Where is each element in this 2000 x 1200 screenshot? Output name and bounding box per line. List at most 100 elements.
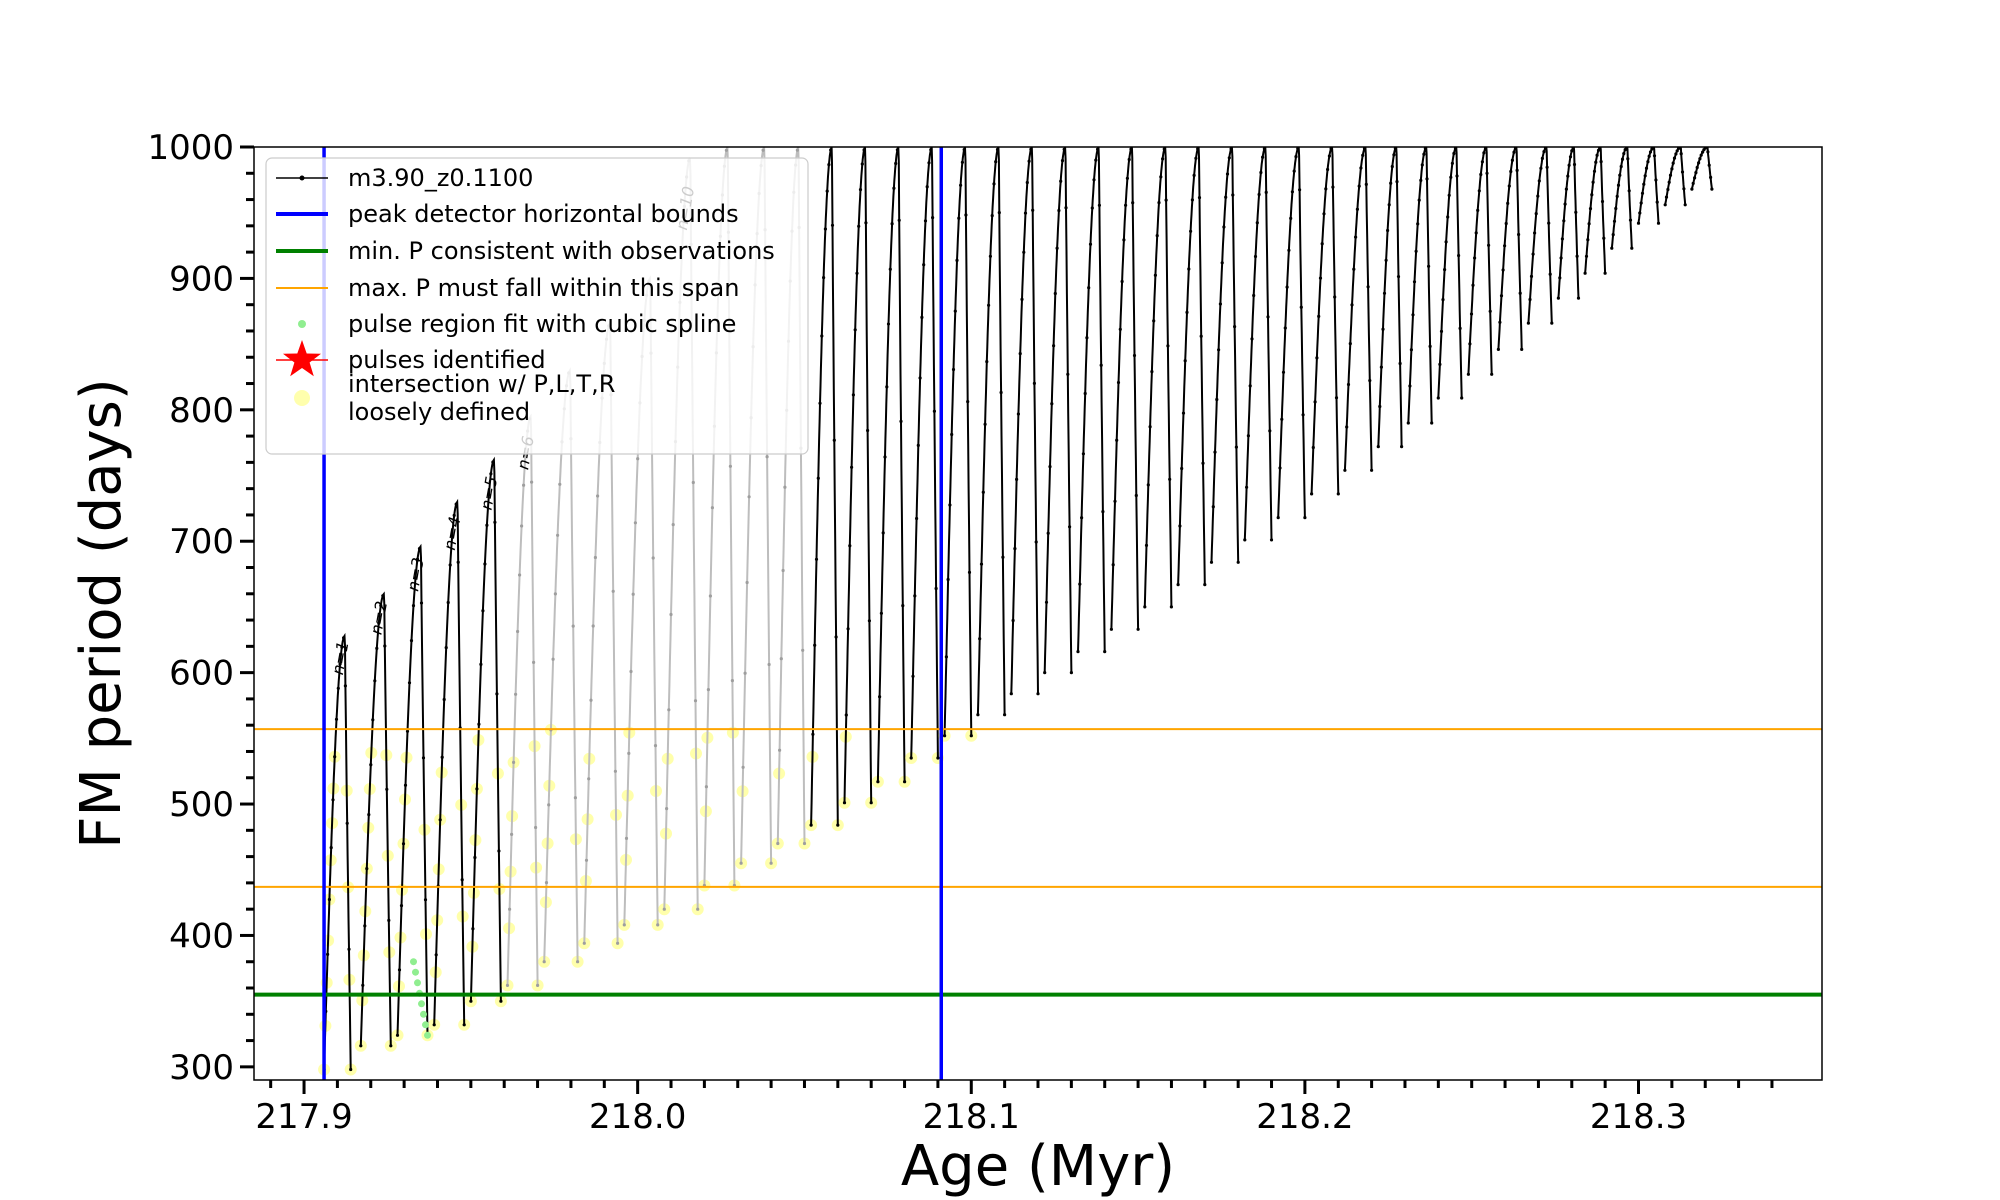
x-tick-label: 218.0 <box>589 1097 686 1137</box>
curve-dot <box>730 679 735 683</box>
curve-dot <box>1109 627 1113 631</box>
curve-dot <box>489 472 493 476</box>
curve-dot <box>1387 203 1391 207</box>
curve-dot <box>704 785 709 789</box>
curve-dot <box>728 464 733 468</box>
curve-dot <box>693 699 698 703</box>
y-tick-label: 800 <box>169 391 234 431</box>
curve-dot <box>855 271 859 275</box>
curve-dot <box>959 183 963 187</box>
curve-dot <box>1503 244 1507 248</box>
curve-dot <box>1670 167 1674 171</box>
curve-dot <box>1422 152 1426 156</box>
curve-dot <box>1125 176 1129 180</box>
curve-dot <box>816 476 820 480</box>
curve-dot <box>1023 211 1028 215</box>
curve-dot <box>1376 445 1380 449</box>
legend-label: min. P consistent with observations <box>348 237 775 265</box>
curve-dot <box>1031 208 1035 212</box>
curve-dot <box>886 322 891 326</box>
curve-dot <box>1113 499 1117 503</box>
curve-dot <box>1381 327 1385 331</box>
curve-dot <box>1296 147 1300 151</box>
curve-dot <box>957 216 961 220</box>
curve-dot <box>1620 157 1625 161</box>
curve-dot <box>1479 172 1483 177</box>
curve-dot <box>1548 272 1552 276</box>
x-tick-label: 218.2 <box>1256 1097 1353 1137</box>
spline-fit-dot <box>412 968 419 976</box>
curve-dot <box>656 923 660 927</box>
curve-dot <box>361 983 365 987</box>
curve-dot <box>776 841 780 846</box>
curve-dot <box>1439 329 1444 333</box>
curve-dot <box>1412 280 1417 284</box>
curve-dot <box>765 455 769 459</box>
curve-dot <box>442 697 446 702</box>
curve-dot <box>1159 175 1163 179</box>
curve-dot <box>1622 152 1626 156</box>
curve-dot <box>493 520 497 524</box>
curve-dot <box>1162 147 1166 151</box>
curve-dot <box>851 393 856 397</box>
curve-dot <box>1499 294 1504 298</box>
curve-dot <box>706 688 711 692</box>
curve-dot <box>1583 271 1587 275</box>
curve-dot <box>1283 326 1287 330</box>
curve-dot <box>347 947 351 951</box>
curve-dot <box>1169 605 1173 609</box>
curve-dot <box>359 1044 363 1048</box>
curve-dot <box>440 755 444 759</box>
curve-dot <box>1059 179 1063 183</box>
curve-dot <box>1011 618 1015 623</box>
curve-dot <box>918 376 922 380</box>
curve-dot <box>1194 156 1198 160</box>
pulse-23 <box>1109 147 1140 631</box>
curve-dot <box>1616 183 1621 187</box>
curve-dot <box>1085 336 1089 340</box>
curve-dot <box>1227 156 1231 160</box>
curve-dot <box>801 648 805 652</box>
curve-dot <box>1164 198 1168 202</box>
curve-dot <box>1590 193 1594 197</box>
curve-dot <box>1697 161 1701 165</box>
curve-dot <box>1584 254 1589 258</box>
curve-dot <box>761 148 765 152</box>
curve-dot <box>829 148 833 152</box>
curve-dot <box>1248 384 1252 388</box>
curve-dot <box>1674 152 1678 156</box>
curve-dot <box>1080 516 1084 520</box>
curve-dot <box>1009 692 1013 696</box>
curve-dot <box>662 907 666 911</box>
curve-dot <box>710 506 715 510</box>
curve-dot <box>1146 483 1150 487</box>
curve-dot <box>895 148 900 152</box>
curve-dot <box>724 148 729 152</box>
curve-dot <box>1710 187 1714 191</box>
curve-dot <box>1643 174 1647 178</box>
curve-dot <box>1575 254 1579 258</box>
spline-fit-dot <box>422 1021 429 1029</box>
curve-dot <box>964 213 968 217</box>
curve-dot <box>1016 412 1021 416</box>
curve-dot <box>1436 396 1440 400</box>
legend-entry-6: pulses identified <box>276 340 546 377</box>
legend-label: peak detector horizontal bounds <box>348 200 739 228</box>
curve-dot <box>1556 296 1560 300</box>
curve-dot <box>1359 166 1363 170</box>
curve-dot <box>377 621 381 625</box>
pulse-curve <box>323 632 352 1070</box>
curve-dot <box>1259 170 1263 175</box>
pulse-curve <box>1637 147 1660 224</box>
pulse-curve <box>1010 147 1039 694</box>
pulse-40 <box>1636 147 1661 225</box>
curve-dot <box>544 881 549 885</box>
curve-dot <box>1153 273 1157 277</box>
curve-dot <box>992 182 996 186</box>
curve-dot <box>1458 326 1462 330</box>
curve-dot <box>1115 438 1119 442</box>
curve-dot <box>1517 232 1521 237</box>
curve-dot <box>1215 397 1219 402</box>
curve-dot <box>951 367 956 372</box>
curve-dot <box>1368 379 1372 383</box>
